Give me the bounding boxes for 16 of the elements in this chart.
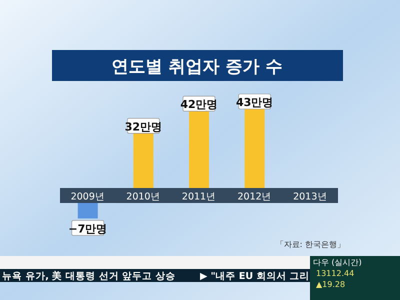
data-label: 32만명 xyxy=(124,120,162,134)
chart-title: 연도별 취업자 증가 수 xyxy=(112,57,282,77)
data-label: 43만명 xyxy=(236,96,274,109)
text: 「자료: 한국은행」 xyxy=(276,240,345,249)
data-label: −7만명 xyxy=(68,222,108,236)
x-tick-label: 2012년 xyxy=(238,192,272,202)
text: 13112.44 xyxy=(316,269,354,278)
x-tick-label: 2013년 xyxy=(293,192,328,202)
data-label: 42만명 xyxy=(180,98,218,112)
text: 뉴욕 유가, 美 대통령 선거 앞두고 상승 xyxy=(2,270,176,282)
x-tick-label: 2011년 xyxy=(182,192,216,202)
x-tick-label: 2010년 xyxy=(126,192,160,202)
x-tick-label: 2009년 xyxy=(70,192,105,202)
text: ▶ "내주 EU 회의서 그리 xyxy=(200,271,310,282)
text: 다우 (실시간) xyxy=(313,258,362,267)
text: ▲19.28 xyxy=(316,280,346,289)
